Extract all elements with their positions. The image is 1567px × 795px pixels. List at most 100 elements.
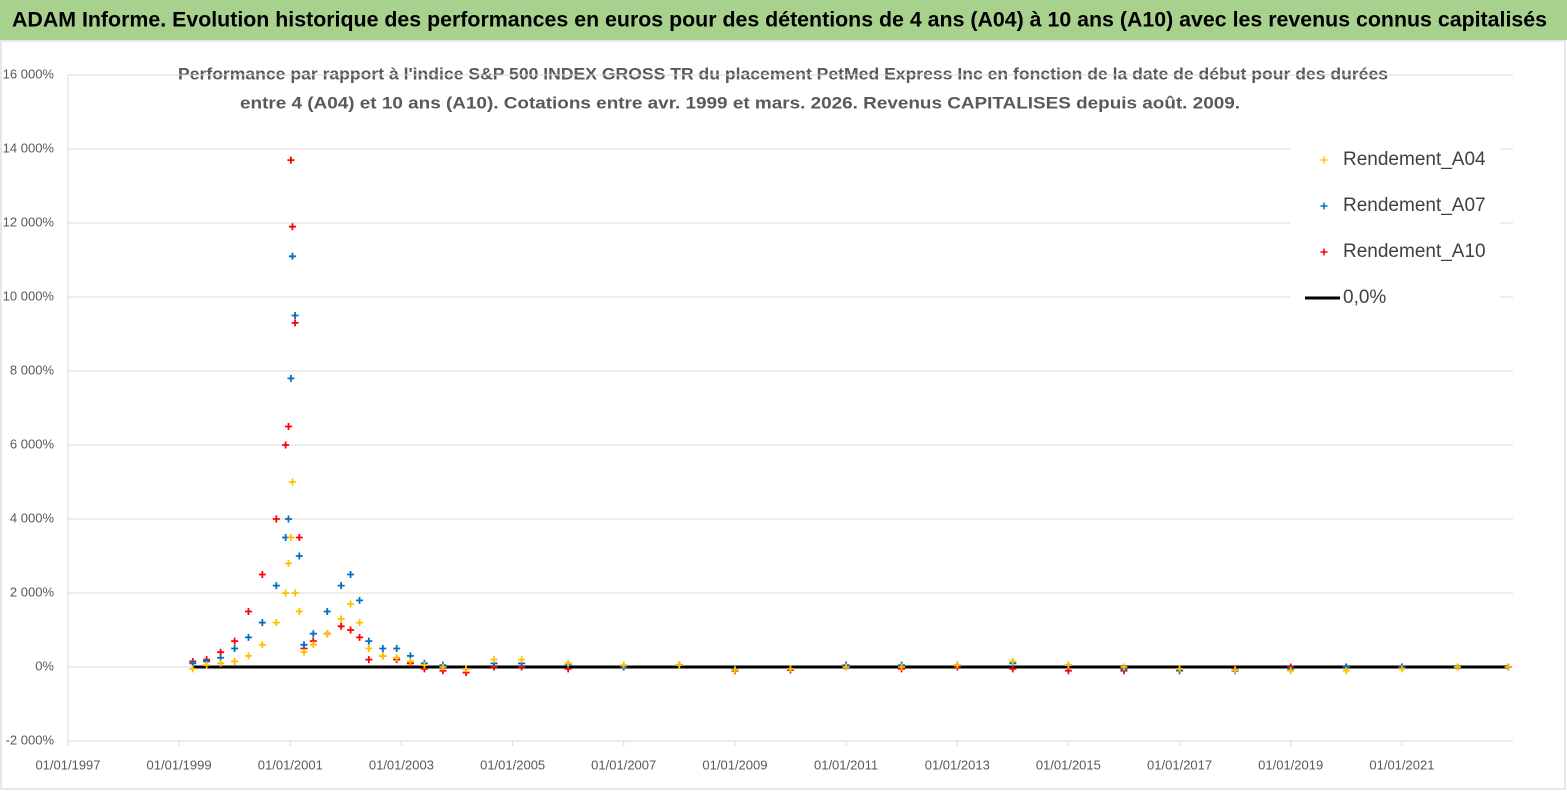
point	[406, 657, 414, 665]
point	[244, 633, 252, 641]
point	[258, 571, 266, 578]
legend-label: Rendement_A10	[1343, 241, 1486, 262]
point	[365, 656, 373, 664]
x-tick-label: 01/01/2007	[591, 757, 656, 772]
point	[365, 637, 373, 645]
point	[282, 441, 290, 449]
point	[347, 626, 355, 634]
point	[272, 515, 280, 523]
point	[337, 582, 345, 590]
legend-label: 0,0%	[1343, 287, 1386, 308]
x-tick-label: 01/01/2015	[1036, 757, 1101, 772]
x-tick-label: 01/01/2009	[702, 757, 767, 772]
point	[231, 657, 239, 665]
point	[295, 608, 303, 615]
point	[272, 582, 280, 590]
y-tick-label: 2 000%	[10, 584, 55, 599]
x-tick-label: 01/01/2017	[1147, 757, 1212, 772]
point	[347, 571, 355, 578]
legend: Rendement_A04 Rendement_A07 Rendement_A10 0…	[1290, 138, 1500, 320]
point	[258, 641, 266, 649]
y-tick-label: -2 000%	[6, 732, 55, 747]
point	[1120, 663, 1128, 671]
chart-title: Performance par rapport à l'indice S&P 5…	[178, 64, 1388, 83]
y-tick-label: 12 000%	[3, 214, 55, 229]
point	[291, 589, 299, 597]
legend-label: Rendement_A04	[1343, 149, 1486, 170]
y-tick-label: 4 000%	[10, 510, 55, 525]
point	[244, 652, 252, 660]
point	[490, 656, 498, 664]
point	[379, 652, 387, 660]
chart-subtitle: entre 4 (A04) et 10 ans (A10). Cotations…	[240, 93, 1240, 112]
point	[953, 661, 961, 669]
point	[1009, 657, 1017, 665]
point	[203, 661, 211, 669]
point	[300, 641, 308, 649]
point	[309, 641, 317, 649]
x-tick-label: 01/01/2003	[369, 757, 434, 772]
point	[1231, 666, 1239, 674]
point	[284, 515, 292, 523]
point	[287, 156, 295, 164]
point	[393, 654, 401, 662]
point	[1453, 663, 1461, 671]
x-tick-label: 01/01/2011	[814, 757, 878, 772]
point	[1064, 661, 1072, 669]
point	[288, 478, 296, 486]
point	[420, 661, 428, 669]
point	[295, 552, 303, 560]
y-tick-label: 16 000%	[3, 66, 55, 81]
point	[291, 319, 299, 327]
point	[282, 589, 290, 597]
point	[288, 223, 296, 231]
point	[323, 630, 331, 638]
point	[288, 252, 296, 260]
point	[1504, 663, 1512, 671]
point	[393, 645, 401, 652]
point	[356, 633, 364, 641]
point	[564, 659, 572, 667]
chart-frame	[0, 40, 1566, 790]
legend-bg	[1290, 138, 1500, 320]
point	[1287, 667, 1295, 675]
x-tick-label: 01/01/1999	[147, 757, 212, 772]
point	[620, 661, 628, 669]
title-bg	[170, 62, 1395, 118]
point	[1398, 665, 1406, 673]
x-tick-label: 01/01/2005	[480, 757, 545, 772]
point	[323, 608, 331, 615]
point	[337, 622, 345, 630]
header-bar	[0, 0, 1567, 40]
point	[258, 619, 266, 627]
point	[365, 645, 373, 652]
point	[356, 596, 364, 604]
point	[347, 600, 355, 608]
point	[291, 312, 299, 319]
point	[295, 534, 303, 541]
point	[1176, 665, 1184, 673]
point	[379, 645, 387, 652]
header-title: ADAM Informe. Evolution historique des p…	[12, 9, 1547, 32]
x-tick-label: 01/01/2013	[925, 757, 990, 772]
point	[898, 663, 906, 671]
y-tick-label: 14 000%	[3, 140, 55, 155]
point	[231, 645, 239, 652]
x-tick-label: 01/01/2021	[1369, 757, 1434, 772]
legend-key	[1320, 248, 1328, 256]
point	[337, 615, 345, 623]
point	[287, 534, 295, 541]
legend-key	[1320, 156, 1328, 164]
y-tick-label: 0%	[35, 658, 54, 673]
point	[518, 656, 526, 664]
point	[675, 661, 683, 669]
point	[356, 619, 364, 627]
point	[439, 663, 447, 671]
x-tick-label: 01/01/1997	[35, 757, 100, 772]
y-tick-label: 10 000%	[3, 288, 55, 303]
y-tick-label: 8 000%	[10, 362, 55, 377]
point	[842, 663, 850, 671]
point	[309, 630, 317, 638]
point	[189, 665, 197, 673]
